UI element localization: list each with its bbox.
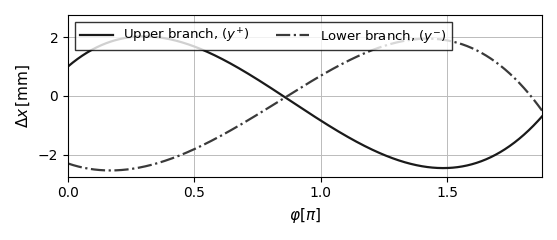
Upper branch, $(y^{+})$ [444,167,451,169]
Lower branch, $(y^{-})$ [274,101,281,104]
Lower branch, $(y^{-})$ [444,39,451,42]
X-axis label: $\varphi[\pi]$: $\varphi[\pi]$ [289,206,321,225]
Upper branch, $(y^{+})$ [113,38,120,41]
Legend: Upper branch, $(y^{+})$, Lower branch, $(y^{-})$: Upper branch, $(y^{+})$, Lower branch, $… [75,22,452,50]
Lower branch, $(y^{-})$ [390,42,397,45]
Lower branch, $(y^{-})$ [539,109,545,112]
Lower branch, $(y^{-})$ [257,111,263,114]
Upper branch, $(y^{+})$ [257,80,263,83]
Lower branch, $(y^{-})$ [435,38,442,41]
Upper branch, $(y^{+})$ [274,91,281,94]
Line: Upper branch, $(y^{+})$: Upper branch, $(y^{+})$ [68,36,542,168]
Upper branch, $(y^{+})$ [435,167,442,169]
Upper branch, $(y^{+})$ [390,157,397,160]
Line: Lower branch, $(y^{-})$: Lower branch, $(y^{-})$ [68,39,542,170]
Lower branch, $(y^{-})$ [65,162,71,165]
Y-axis label: $\Delta x\,[\mathrm{mm}]$: $\Delta x\,[\mathrm{mm}]$ [15,64,32,128]
Upper branch, $(y^{+})$ [65,65,71,68]
Lower branch, $(y^{-})$ [114,169,120,172]
Upper branch, $(y^{+})$ [140,35,147,38]
Upper branch, $(y^{+})$ [440,167,447,169]
Upper branch, $(y^{+})$ [539,115,545,118]
Lower branch, $(y^{-})$ [107,169,114,172]
Lower branch, $(y^{-})$ [424,37,431,40]
